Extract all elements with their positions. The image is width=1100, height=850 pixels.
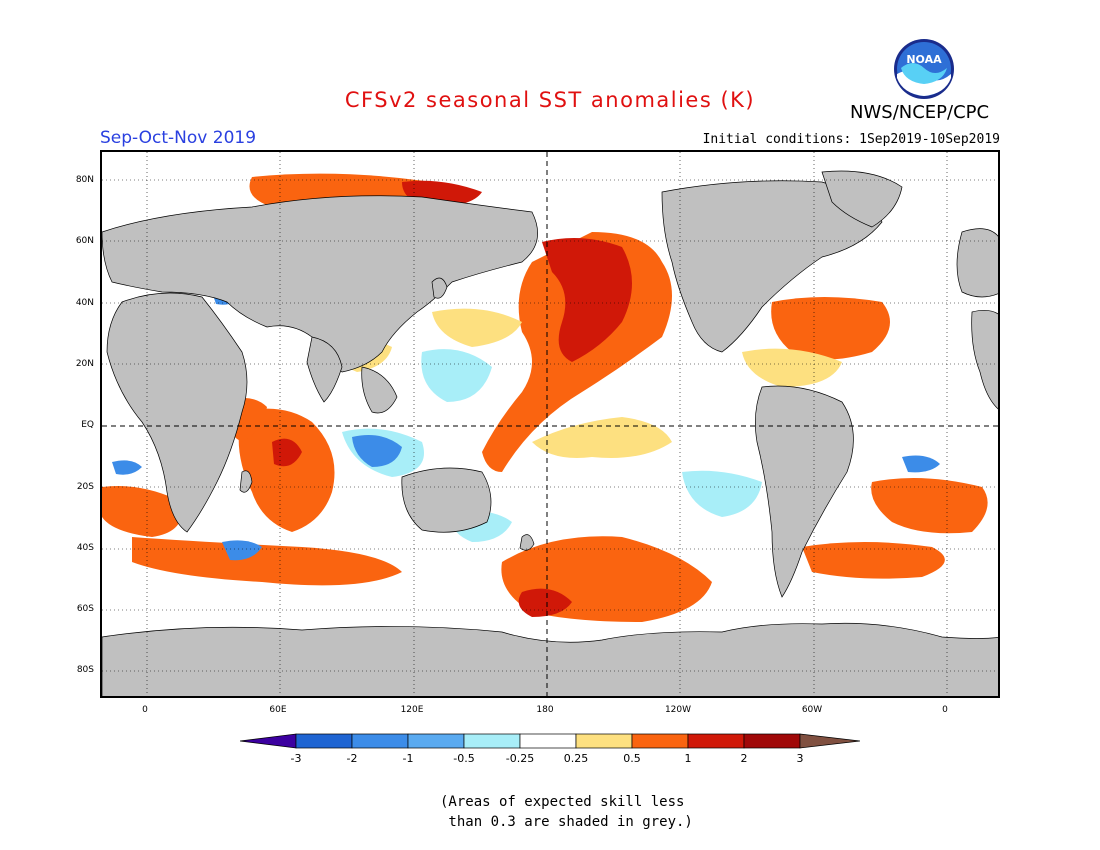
colorbar-right-arrow <box>799 733 860 749</box>
colorbar-label: 2 <box>740 752 748 765</box>
colorbar-label: 0.5 <box>623 752 641 765</box>
map-canvas <box>102 152 998 696</box>
lat-label-80n: 80N <box>75 175 94 185</box>
new-zealand-landmass <box>519 534 535 551</box>
greenland-landmass <box>821 170 903 228</box>
weak-warm-anomaly-layer <box>332 308 842 458</box>
europe-west-landmass <box>956 228 998 298</box>
colorbar-segment <box>407 733 465 749</box>
skill-footnote: (Areas of expected skill less than 0.3 a… <box>440 792 740 832</box>
colorbar-segment <box>463 733 521 749</box>
colorbar-label: -1 <box>402 752 414 765</box>
colorbar-label: 3 <box>796 752 804 765</box>
colorbar-segment <box>631 733 689 749</box>
southern-atlantic-warm-band <box>802 542 945 579</box>
indian-ocean-warm-region <box>238 408 335 532</box>
color-scale-bar <box>240 733 860 749</box>
west-pacific-weak-cool <box>421 349 492 402</box>
west-south-atlantic-warm-region <box>102 486 183 537</box>
east-pacific-weak-cool <box>682 470 762 517</box>
north-america-landmass <box>661 180 883 353</box>
colorbar-segment <box>519 733 577 749</box>
indian-strong-warm <box>272 438 302 467</box>
north-atlantic-warm-region <box>771 297 890 360</box>
japan-landmass <box>431 277 448 299</box>
graticule <box>102 152 998 696</box>
africa-west-edge-landmass <box>971 310 998 410</box>
lat-label-80s: 80S <box>76 665 94 675</box>
eurasia-landmass <box>102 195 538 373</box>
colorbar-segment <box>295 733 353 749</box>
colorbar-label: -2 <box>346 752 358 765</box>
logo-text: NOAA <box>906 53 942 66</box>
colorbar-label: 1 <box>684 752 692 765</box>
colorbar-segment <box>575 733 633 749</box>
colorbar-label: 0.25 <box>563 752 589 765</box>
colorbar-segment <box>687 733 745 749</box>
colorbar-segment <box>743 733 801 749</box>
agency-label: NWS/NCEP/CPC <box>850 102 990 123</box>
season-label: Sep-Oct-Nov 2019 <box>100 128 257 148</box>
noaa-logo: NOAA <box>894 39 954 99</box>
south-atlantic-cool-patch <box>902 455 940 473</box>
southern-ocean-warm-band <box>132 537 402 586</box>
colorbar-label: -0.5 <box>453 752 475 765</box>
lat-label-60n: 60N <box>75 236 94 246</box>
se-asia-landmass <box>361 366 398 414</box>
south-america-landmass <box>755 385 854 598</box>
caribbean-weak-warm <box>742 348 842 387</box>
west-pacific-weak-warm <box>432 308 522 347</box>
colorbar-label: -3 <box>290 752 302 765</box>
land-layer <box>102 170 998 696</box>
antarctica-landmass <box>102 622 998 696</box>
africa-landmass <box>106 292 248 533</box>
south-atlantic-warm-region <box>871 478 988 534</box>
ne-pacific-strong-warm <box>542 238 632 362</box>
colorbar-segment <box>351 733 409 749</box>
atlantic-cool-patch <box>112 460 142 475</box>
colorbar-label: -0.25 <box>505 752 535 765</box>
lat-label-20n: 20N <box>75 359 94 369</box>
chart-title: CFSv2 seasonal SST anomalies (K) <box>344 88 756 112</box>
maritime-continent-cool <box>352 434 402 467</box>
india-landmass <box>306 336 343 403</box>
southern-ocean-cool-patch <box>222 540 262 561</box>
lat-label-40s: 40S <box>76 543 94 553</box>
lat-label-40n: 40N <box>75 298 94 308</box>
lon-label-60w: 60W <box>801 705 823 715</box>
colorbar-left-arrow <box>240 733 297 749</box>
lon-label-180: 180 <box>536 705 554 715</box>
tropical-pacific-weak-warm <box>532 417 672 458</box>
skill-footnote-line1: (Areas of expected skill less <box>440 794 685 810</box>
lat-label-eq: EQ <box>81 420 94 430</box>
lon-label-60e: 60E <box>269 705 287 715</box>
lon-label-120e: 120E <box>400 705 424 715</box>
sst-anomaly-map <box>100 150 1000 698</box>
lon-label-120w: 120W <box>664 705 692 715</box>
lon-label-0-east: 0 <box>942 705 948 715</box>
lon-label-0-west: 0 <box>142 705 148 715</box>
lat-label-60s: 60S <box>76 604 94 614</box>
skill-footnote-line2: than 0.3 are shaded in grey.) <box>440 814 693 830</box>
lat-label-20s: 20S <box>76 482 94 492</box>
australia-landmass <box>401 467 492 533</box>
initial-conditions-label: Initial conditions: 1Sep2019-10Sep2019 <box>702 132 1000 147</box>
